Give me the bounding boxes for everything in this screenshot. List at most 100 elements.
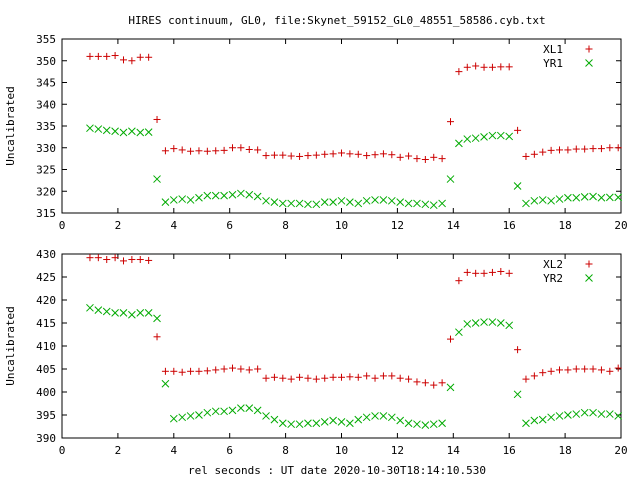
data-point-xl2 xyxy=(455,277,463,285)
data-point-xl2 xyxy=(363,372,371,380)
data-point-yr2 xyxy=(278,419,287,428)
data-point-yr2 xyxy=(421,421,430,429)
data-point-xl1 xyxy=(312,151,320,159)
data-point-xl1 xyxy=(245,145,253,153)
data-point-yr1 xyxy=(404,199,413,208)
data-point-xl1 xyxy=(103,52,111,60)
data-point-yr1 xyxy=(589,192,597,201)
data-point-yr1 xyxy=(387,196,396,205)
x-tick-label: 0 xyxy=(59,444,66,457)
data-point-yr2 xyxy=(320,418,329,426)
data-point-xl1 xyxy=(581,145,589,153)
x-tick-label: 14 xyxy=(447,444,461,457)
legend-marker-yr2 xyxy=(585,274,593,282)
data-point-yr1 xyxy=(438,199,446,208)
data-point-yr2 xyxy=(161,379,170,388)
data-point-yr2 xyxy=(128,310,136,319)
data-point-yr2 xyxy=(480,318,488,326)
data-point-yr2 xyxy=(597,410,606,418)
data-point-yr2 xyxy=(505,321,514,330)
data-point-yr1 xyxy=(169,196,178,204)
data-point-yr2 xyxy=(346,419,354,428)
data-point-yr1 xyxy=(211,191,220,200)
plot-frame-2 xyxy=(61,253,622,439)
data-point-xl1 xyxy=(606,144,614,152)
data-point-xl2 xyxy=(463,268,471,276)
data-point-yr2 xyxy=(371,412,379,420)
data-point-yr2 xyxy=(195,411,203,419)
data-point-xl2 xyxy=(312,375,320,383)
x-tick-label: 0 xyxy=(59,219,66,232)
data-point-yr1 xyxy=(304,200,312,209)
data-point-xl2 xyxy=(346,373,354,381)
data-point-yr1 xyxy=(455,139,463,148)
data-point-yr1 xyxy=(580,193,589,201)
data-point-xl2 xyxy=(270,373,278,381)
data-point-yr1 xyxy=(128,127,136,136)
data-point-yr2 xyxy=(396,416,405,425)
data-point-yr2 xyxy=(555,412,564,420)
data-point-yr1 xyxy=(287,199,296,208)
x-tick-label: 20 xyxy=(614,219,627,232)
data-point-yr1 xyxy=(421,200,430,209)
data-point-yr1 xyxy=(295,199,304,208)
data-point-xl2 xyxy=(103,256,111,264)
data-point-xl2 xyxy=(388,372,396,380)
x-tick-label: 2 xyxy=(115,219,122,232)
legend-marker-xl1 xyxy=(585,45,593,53)
data-point-xl1 xyxy=(254,146,262,154)
x-tick-label: 4 xyxy=(170,219,177,232)
data-point-xl2 xyxy=(145,256,153,264)
data-point-xl1 xyxy=(94,52,102,60)
data-point-xl1 xyxy=(262,152,270,160)
legend-label-yr1: YR1 xyxy=(543,57,563,70)
data-point-yr2 xyxy=(86,303,94,312)
y-tick-label: 350 xyxy=(36,55,56,68)
data-point-yr1 xyxy=(379,196,388,204)
data-point-yr1 xyxy=(320,198,329,206)
y-axis-label-1: Uncalibrated xyxy=(4,86,17,165)
data-point-yr2 xyxy=(362,413,371,422)
data-point-xl1 xyxy=(396,153,404,161)
data-point-xl1 xyxy=(379,150,387,158)
data-point-yr2 xyxy=(287,420,296,429)
x-tick-label: 14 xyxy=(447,219,461,232)
data-point-xl2 xyxy=(530,372,538,380)
data-point-xl1 xyxy=(480,63,488,71)
y-tick-label: 390 xyxy=(36,432,56,445)
data-point-yr1 xyxy=(471,134,480,143)
data-point-yr1 xyxy=(253,192,262,201)
data-point-yr2 xyxy=(379,412,388,420)
data-point-xl1 xyxy=(497,63,505,71)
data-point-yr1 xyxy=(605,193,614,202)
data-point-xl2 xyxy=(338,373,345,381)
data-point-xl1 xyxy=(111,52,119,60)
data-point-yr1 xyxy=(488,131,497,140)
data-point-xl1 xyxy=(212,147,220,155)
data-point-yr2 xyxy=(547,413,555,422)
data-point-yr1 xyxy=(178,195,187,203)
data-point-xl1 xyxy=(447,118,455,126)
data-point-yr1 xyxy=(597,193,606,202)
data-point-xl2 xyxy=(547,367,555,375)
y-tick-label: 420 xyxy=(36,294,56,307)
data-point-xl2 xyxy=(589,365,597,373)
data-point-xl1 xyxy=(455,68,463,76)
data-point-yr2 xyxy=(211,407,220,416)
data-point-xl2 xyxy=(371,374,379,382)
data-point-yr2 xyxy=(144,309,153,317)
data-point-xl2 xyxy=(212,366,220,374)
data-point-yr2 xyxy=(94,306,103,314)
data-point-yr2 xyxy=(304,419,312,428)
data-point-yr1 xyxy=(161,198,170,206)
data-point-xl1 xyxy=(136,53,144,61)
data-point-xl2 xyxy=(94,254,102,262)
data-point-yr2 xyxy=(203,408,212,417)
data-point-yr2 xyxy=(119,309,128,317)
data-point-yr1 xyxy=(337,196,346,205)
x-tick-label: 4 xyxy=(170,444,177,457)
y-tick-label: 315 xyxy=(36,207,56,220)
data-point-yr2 xyxy=(136,309,145,317)
data-point-xl2 xyxy=(488,268,496,276)
